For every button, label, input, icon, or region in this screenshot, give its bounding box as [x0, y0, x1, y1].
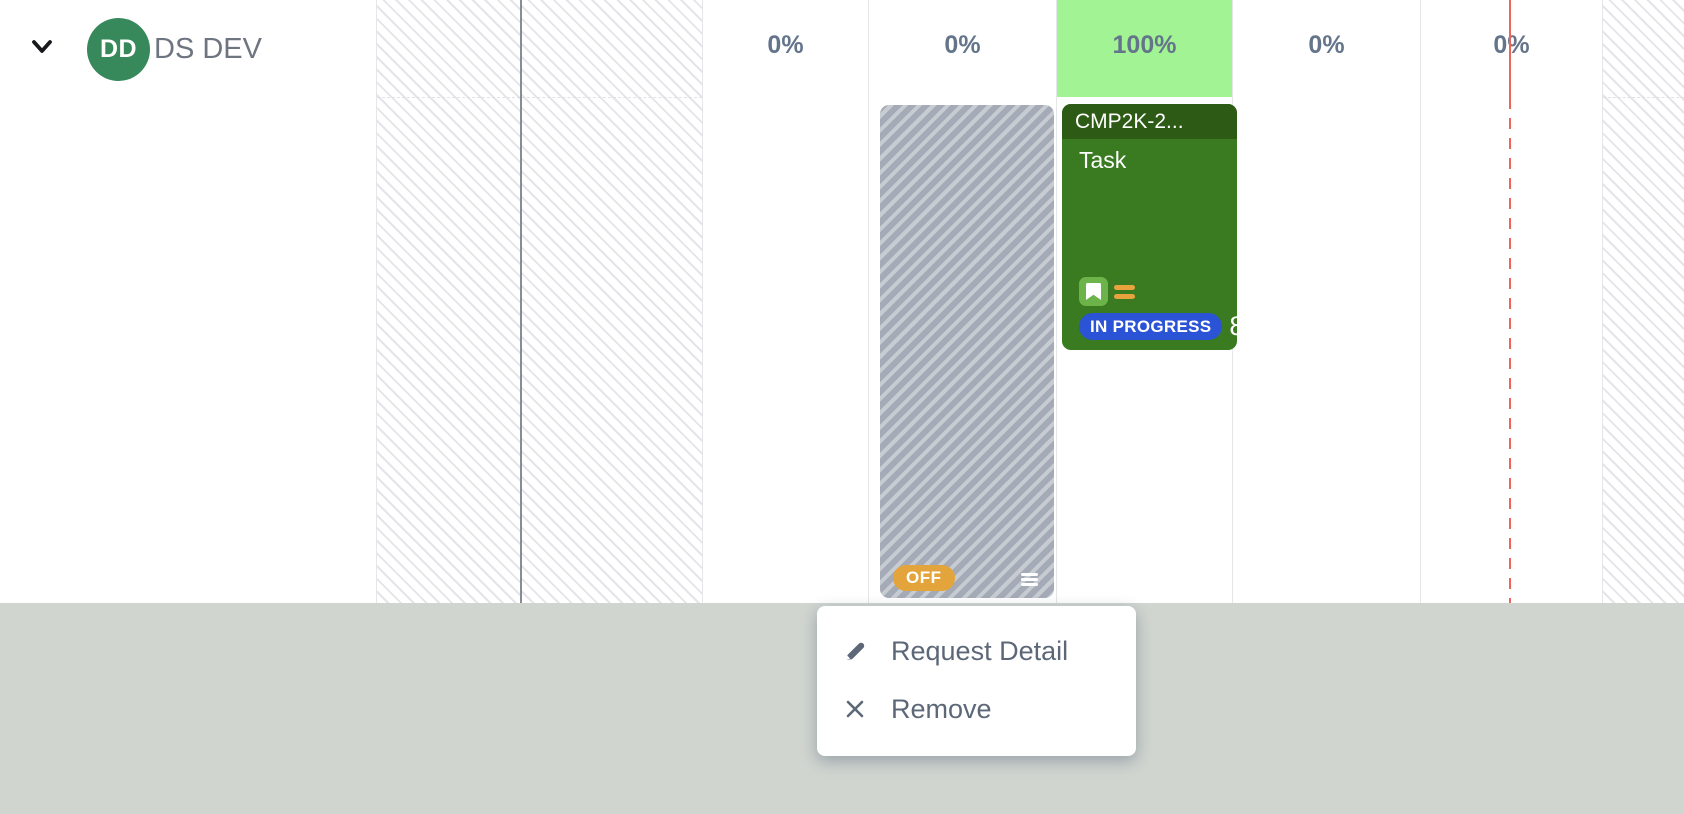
period-divider-line: [520, 0, 522, 603]
task-summary: Task: [1079, 147, 1127, 173]
logged-hours: 8h: [1229, 311, 1260, 341]
bookmark-icon: [1079, 277, 1108, 306]
menu-item-label: Request Detail: [891, 635, 1069, 666]
timeline-column-unavailable-2: [522, 0, 702, 603]
capacity-label: 100%: [1112, 31, 1177, 59]
menu-item-label: Remove: [891, 693, 992, 724]
avatar-initials: DD: [99, 35, 138, 63]
medium-priority-icon: [1114, 284, 1135, 299]
user-name: DS DEV: [154, 33, 262, 65]
task-key: CMP2K-2...: [1075, 109, 1184, 133]
task-card-header: CMP2K-2...: [1062, 104, 1237, 139]
timeline-column-day-4[interactable]: 0%: [1232, 0, 1420, 603]
capacity-label: 0%: [1493, 31, 1530, 59]
time-off-bar[interactable]: OFF: [880, 105, 1054, 598]
avatar[interactable]: DD: [87, 18, 150, 81]
task-card[interactable]: CMP2K-2... Task: [1062, 104, 1259, 350]
capacity-label: 0%: [767, 31, 804, 59]
context-menu: Request Detail Remove: [817, 606, 1136, 756]
user-cell: DD DS DEV: [0, 0, 376, 603]
timeline-column-unavailable-1: [376, 0, 520, 603]
menu-item-remove[interactable]: Remove: [817, 680, 1136, 738]
today-line-solid: [1509, 0, 1511, 98]
today-line-dashed: [1509, 98, 1511, 603]
timeline-column-unavailable-3: [1602, 0, 1684, 603]
status-badge: IN PROGRESS: [1079, 313, 1223, 340]
user-row: DD DS DEV 0% 0% 100% 0% 0% OFF: [0, 0, 1684, 603]
capacity-label: 0%: [1308, 31, 1345, 59]
timeline-column-day-1[interactable]: 0%: [702, 0, 868, 603]
timeline-column-day-5[interactable]: 0%: [1420, 0, 1602, 603]
pencil-icon: [843, 639, 867, 663]
menu-item-request-detail[interactable]: Request Detail: [817, 622, 1136, 680]
hamburger-icon[interactable]: [1021, 573, 1038, 586]
capacity-highlight-cell: [1057, 0, 1232, 97]
close-icon: [843, 697, 867, 721]
off-badge: OFF: [893, 565, 955, 591]
chevron-down-icon[interactable]: [28, 33, 56, 61]
capacity-label: 0%: [944, 31, 981, 59]
task-card-footer: IN PROGRESS 8h: [1079, 277, 1259, 340]
task-card-body: Task IN PROGRESS 8h: [1062, 139, 1259, 350]
